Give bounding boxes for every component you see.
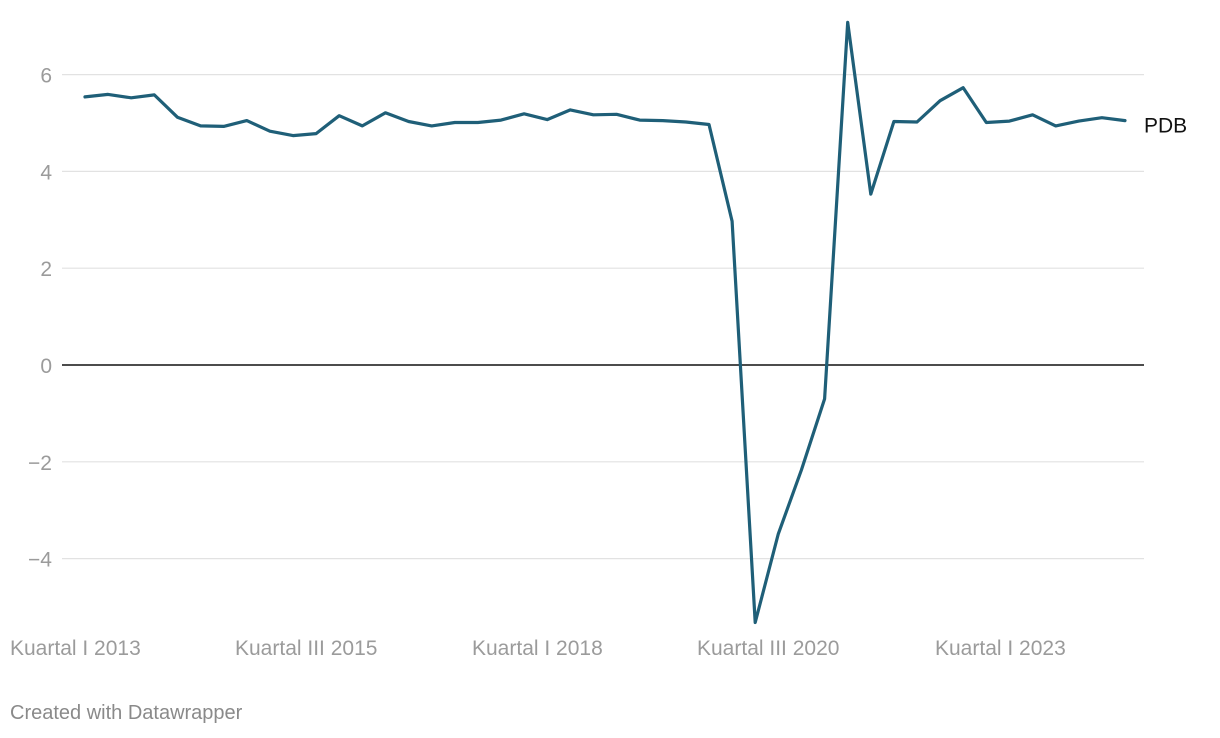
x-tick-label: Kuartal I 2013 — [10, 637, 141, 660]
y-tick-label: 2 — [40, 258, 52, 281]
y-tick-label: 6 — [40, 65, 52, 88]
y-tick-label: 0 — [40, 355, 52, 378]
series-label-pdb: PDB — [1144, 115, 1187, 138]
x-tick-label: Kuartal III 2015 — [235, 637, 377, 660]
y-tick-label: −2 — [28, 452, 52, 475]
series-line-pdb — [83, 20, 1127, 625]
y-tick-label: 4 — [40, 161, 52, 184]
y-tick-label: −4 — [28, 549, 52, 572]
x-tick-label: Kuartal I 2018 — [472, 637, 603, 660]
y-axis-tick-labels: 6 4 2 0 −2 −4 — [28, 65, 52, 572]
credit-text: Created with Datawrapper — [10, 702, 243, 724]
x-tick-label: Kuartal III 2020 — [697, 637, 839, 660]
x-axis-tick-labels: Kuartal I 2013 Kuartal III 2015 Kuartal I … — [10, 637, 1066, 660]
grid-lines — [62, 73, 1144, 560]
x-tick-label: Kuartal I 2023 — [935, 637, 1066, 660]
